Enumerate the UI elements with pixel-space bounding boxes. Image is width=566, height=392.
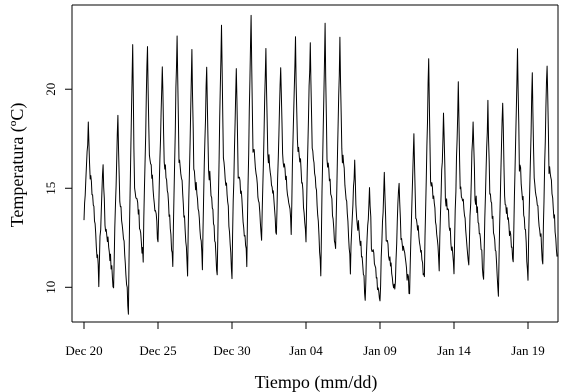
x-tick-label: Dec 20 xyxy=(65,343,102,358)
x-tick-label: Dec 25 xyxy=(139,343,176,358)
y-tick-label: 10 xyxy=(43,281,58,294)
x-tick-label: Jan 14 xyxy=(437,343,471,358)
x-tick-label: Jan 09 xyxy=(363,343,397,358)
y-axis-ticks: 10 15 20 xyxy=(43,83,72,294)
y-tick-label: 20 xyxy=(43,83,58,96)
y-tick-label: 15 xyxy=(43,182,58,195)
x-tick-label: Jan 19 xyxy=(511,343,545,358)
temperature-series-line xyxy=(83,14,558,315)
x-axis-ticks: Dec 20 Dec 25 Dec 30 Jan 04 Jan 09 Jan 14 Jan … xyxy=(65,322,545,358)
y-axis-title: Temperatura (ºC) xyxy=(7,103,28,228)
x-tick-label: Jan 04 xyxy=(289,343,323,358)
x-tick-label: Dec 30 xyxy=(213,343,250,358)
x-axis-title: Tiempo (mm/dd) xyxy=(255,372,378,392)
